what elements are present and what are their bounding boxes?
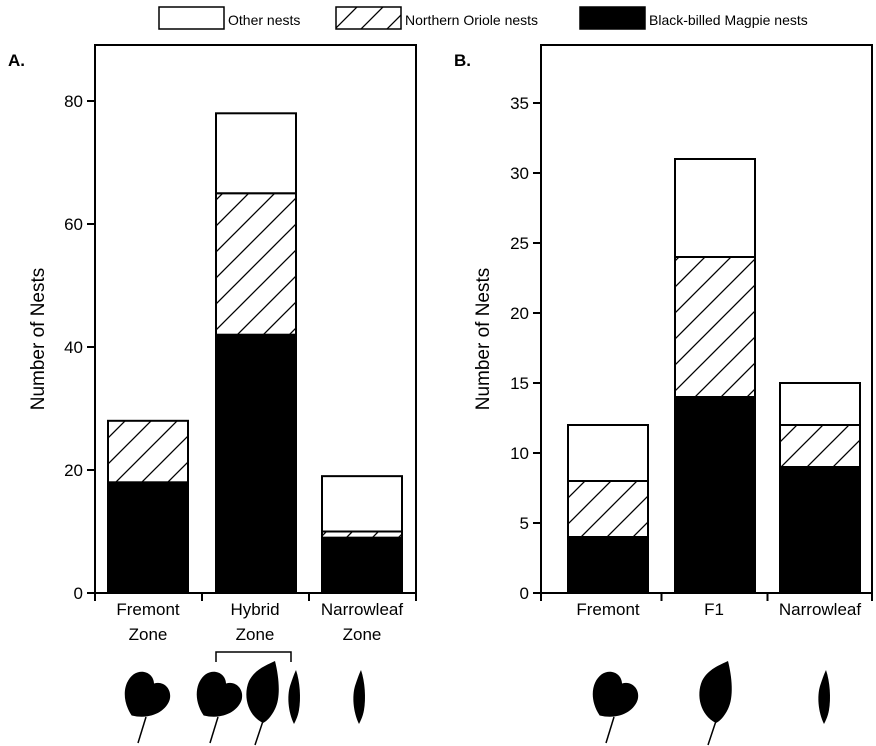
panel-b-bar-magpie-1 [674,396,756,594]
panel-b-bar-oriole-0 [567,480,649,538]
panel-a-category-label-2: Narrowleaf [321,600,403,619]
panel-a-y-tick-label: 40 [64,338,83,357]
panel-a-bar-magpie-0 [107,481,189,594]
panel-a-chart: A. Number of Nests 0 20 40 60 80 Fremont Zone Hyb… [8,44,417,746]
broad-leaf-icon [124,671,171,744]
broad-leaf-icon [592,671,639,744]
panel-a-category-label-1: Hybrid [230,600,279,619]
panel-b-bar-other-2 [779,382,861,426]
narrow-leaf-icon [288,670,300,724]
panel-b-chart: B. Number of Nests 0 5 10 15 20 25 30 35 Fremont F1… [454,44,873,746]
panel-a-bar-oriole-0 [107,419,189,484]
panel-b-y-tick-label: 35 [510,94,529,113]
panel-a-category-label-0: Zone [129,625,168,644]
legend-label-magpie: Black-billed Magpie nests [649,12,808,28]
panel-a-bar-magpie-2 [321,536,403,595]
legend-label-oriole: Northern Oriole nests [405,12,538,28]
legend-item-magpie: Black-billed Magpie nests [579,6,808,30]
intermediate-leaf-icon [246,661,279,746]
panel-b-bar-oriole-2 [779,424,861,468]
panel-b-y-tick-label: 5 [520,514,529,533]
panel-b-y-tick-label: 10 [510,444,529,463]
legend-item-other: Other nests [158,6,300,30]
panel-a-label: A. [8,51,25,70]
panel-b-y-tick-label: 30 [510,164,529,183]
panel-b-label: B. [454,51,471,70]
legend: Other nests Northern Oriole nests Black-… [158,6,808,30]
legend-item-oriole: Northern Oriole nests [335,6,538,30]
legend-swatch-oriole [335,6,402,30]
panel-a-category-label-0: Fremont [116,600,180,619]
panel-b-y-tick-label: 0 [520,584,529,603]
panel-b-bar-oriole-1 [674,256,756,398]
panel-b-bar-other-1 [674,158,756,258]
legend-swatch-magpie [579,6,646,30]
panel-a-category-label-1: Zone [236,625,275,644]
panel-b-y-tick-label: 25 [510,234,529,253]
broad-leaf-icon [196,671,243,744]
panel-a-category-label-2: Zone [343,625,382,644]
panel-a-bar-other-1 [215,112,297,195]
legend-swatch-other [158,6,225,30]
panel-a-y-tick-label: 0 [74,584,83,603]
panel-a-y-tick-label: 20 [64,461,83,480]
panel-b-category-label-0: Fremont [576,600,640,619]
panel-a-bar-magpie-1 [215,333,297,594]
panel-b-y-tick-label: 20 [510,304,529,323]
panel-b-y-axis-title: Number of Nests [473,268,494,411]
panel-a-bar-other-2 [321,475,403,533]
panel-b-category-label-2: Narrowleaf [779,600,861,619]
panel-a-y-tick-label: 60 [64,215,83,234]
panel-a-y-axis-title: Number of Nests [28,268,49,411]
panel-a-leaf-bracket [215,651,292,662]
panel-b-category-label-1: F1 [704,600,724,619]
panel-b-y-tick-label: 15 [510,374,529,393]
panel-b-bar-magpie-2 [779,466,861,594]
panel-a-y-tick-label: 80 [64,92,83,111]
narrow-leaf-icon [818,670,830,724]
legend-label-other: Other nests [228,12,300,28]
panel-b-bar-other-0 [567,424,649,482]
narrow-leaf-icon [353,670,365,724]
panel-a-bar-oriole-1 [215,192,297,336]
panel-b-bar-magpie-0 [567,536,649,594]
intermediate-leaf-icon [699,661,732,746]
